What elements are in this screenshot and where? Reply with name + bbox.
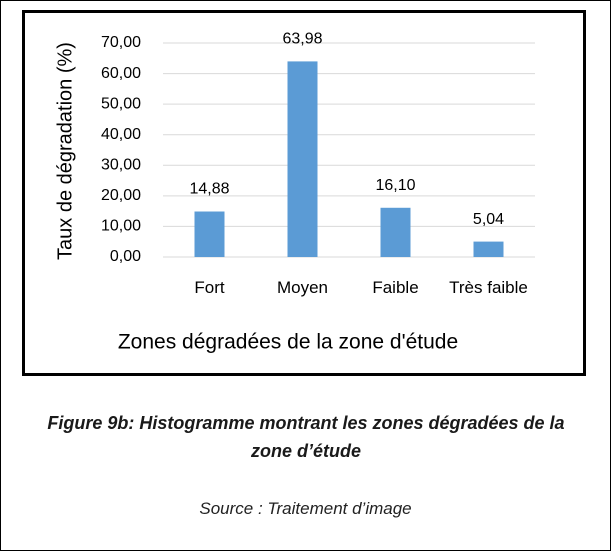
x-tick-label: Faible [372,278,419,297]
x-tick-label: Très faible [449,278,528,297]
y-tick-label: 70,00 [101,34,141,51]
value-label: 63,98 [282,31,322,48]
x-tick-label: Moyen [276,278,329,297]
bar [380,207,411,257]
x-tick-label: Fort [194,278,225,297]
y-tick-label: 60,00 [101,65,141,82]
y-tick-label: 30,00 [101,157,141,174]
source-caption: Source : Traitement d’image [199,499,412,518]
y-tick-label: 40,00 [101,126,141,143]
bar [287,61,318,258]
value-label: 5,04 [473,211,504,228]
x-tick-label-box: Moyen [276,278,329,297]
x-tick-label-box: Faible [372,278,419,297]
y-tick-label: 20,00 [101,187,141,204]
y-tick-label: 10,00 [101,218,141,235]
value-label: 14,88 [189,181,229,198]
y-tick-label: 50,00 [101,95,141,112]
x-axis-label: Zones dégradées de la zone d'étude [118,331,458,354]
x-tick-label-box: Très faible [449,278,528,297]
y-axis-label: Taux de dégradation (%) [54,42,76,260]
bar [473,241,504,257]
chart: Taux de dégradation (%) Zones dégradées … [22,10,586,376]
bar [194,211,225,257]
figure-caption: Figure 9b: Histogramme montrant les zone… [47,413,565,461]
value-label: 16,10 [375,177,415,194]
y-tick-label: 0,00 [110,248,141,265]
x-tick-label-box: Fort [194,278,225,297]
